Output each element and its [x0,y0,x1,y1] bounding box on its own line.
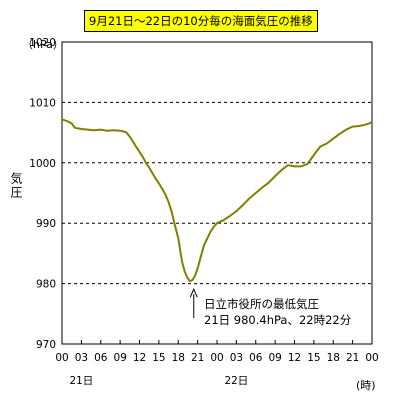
x-tick-label: 21 [191,352,204,364]
x-tick-label: 12 [133,352,146,364]
x-tick-label: 09 [113,352,126,364]
grid [62,101,372,285]
x-tick-label: 09 [268,352,281,364]
x-axis: 00 03 06 09 12 15 18 21 00 03 06 09 12 15 18 21 00 [55,340,379,364]
arrow-head [189,287,198,298]
annotation-arrow [189,287,198,318]
y-tick-label: 990 [36,218,56,230]
x-tick-label: 15 [152,352,165,364]
y-axis-unit: （hPa） [22,38,64,51]
y-tick-label: 1010 [29,97,56,109]
x-tick-label: 12 [288,352,301,364]
pressure-line [61,118,373,283]
x-tick-label: 18 [172,352,185,364]
x-tick-label: 06 [94,352,108,364]
chart-title: 9月21日～22日の10分毎の海面気圧の推移 [84,10,318,32]
x-axis-unit: (時) [356,379,376,392]
y-tick-label: 1020 [29,37,56,49]
x-tick-label: 00 [210,352,223,364]
x-tick-label: 06 [249,352,263,364]
annotation-line-2: 21日 980.4hPa、22時22分 [204,313,352,327]
x-tick-label: 21 [346,352,359,364]
x-tick-label: 00 [365,352,378,364]
y-axis: 970 980 990 1000 1010 1020 [29,37,56,351]
y-axis-label: 気圧 [9,172,23,200]
x-tick-label: 18 [327,352,340,364]
day-labels: 21日 22日 [69,375,248,387]
x-tick-label: 03 [75,352,88,364]
y-tick-label: 1000 [29,158,56,170]
day-label: 22日 [224,375,248,387]
day-label: 21日 [69,375,93,387]
x-tick-label: 15 [307,352,320,364]
y-tick-label: 980 [36,279,56,291]
x-tick-label: 03 [230,352,243,364]
x-tick-label: 00 [55,352,68,364]
annotation-line-1: 日立市役所の最低気圧 [204,297,319,311]
y-tick-label: 970 [36,339,56,351]
